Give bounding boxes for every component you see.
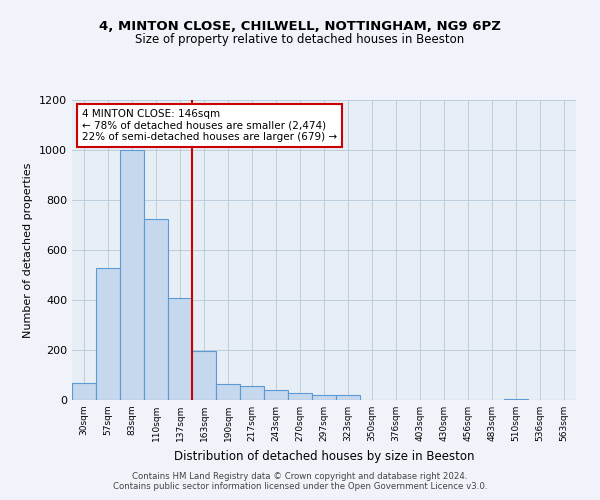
Text: 4, MINTON CLOSE, CHILWELL, NOTTINGHAM, NG9 6PZ: 4, MINTON CLOSE, CHILWELL, NOTTINGHAM, N…: [99, 20, 501, 33]
Bar: [120, 150, 144, 400]
X-axis label: Distribution of detached houses by size in Beeston: Distribution of detached houses by size …: [174, 450, 474, 462]
Bar: [96, 268, 120, 400]
Bar: [72, 382, 96, 400]
Bar: [144, 219, 168, 400]
Text: Size of property relative to detached houses in Beeston: Size of property relative to detached ho…: [136, 32, 464, 46]
Bar: [336, 395, 360, 400]
Text: 4 MINTON CLOSE: 146sqm
← 78% of detached houses are smaller (2,474)
22% of semi-: 4 MINTON CLOSE: 146sqm ← 78% of detached…: [82, 109, 337, 142]
Text: Contains public sector information licensed under the Open Government Licence v3: Contains public sector information licen…: [113, 482, 487, 491]
Bar: [504, 399, 528, 400]
Bar: [312, 395, 336, 400]
Bar: [168, 298, 192, 400]
Bar: [192, 351, 216, 400]
Y-axis label: Number of detached properties: Number of detached properties: [23, 162, 34, 338]
Bar: [216, 384, 240, 400]
Bar: [288, 392, 312, 400]
Text: Contains HM Land Registry data © Crown copyright and database right 2024.: Contains HM Land Registry data © Crown c…: [132, 472, 468, 481]
Bar: [264, 390, 288, 400]
Bar: [240, 386, 264, 400]
